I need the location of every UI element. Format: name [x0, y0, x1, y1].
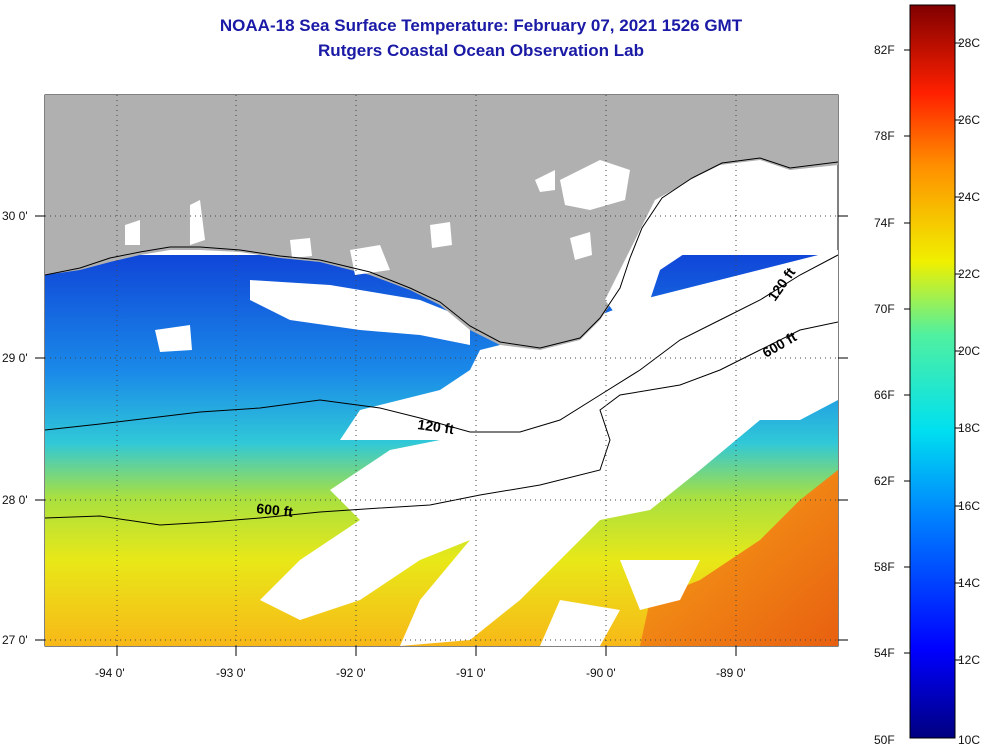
lon-ticks: [116, 646, 737, 656]
warm-water-region: [640, 470, 838, 646]
colorbar-c-12: 12C: [958, 653, 981, 667]
colorbar-f-58: 58F: [874, 560, 895, 574]
colorbar-f-74: 74F: [874, 216, 895, 230]
contour-label-600ft-west: 600 ft: [256, 500, 294, 520]
lon-label-91: -91 0': [456, 666, 486, 680]
colorbar-f-66: 66F: [874, 388, 895, 402]
lat-ticks: [35, 215, 848, 641]
colorbar-f-78: 78F: [874, 129, 895, 143]
colorbar-c-22: 22C: [958, 267, 981, 281]
colorbar-ticks: [904, 42, 961, 661]
lon-label-89: -89 0': [716, 666, 746, 680]
lon-label-93: -93 0': [216, 666, 246, 680]
colorbar-c-18: 18C: [958, 421, 981, 435]
grid-lines: [45, 95, 838, 646]
colorbar-c-10: 10C: [958, 733, 981, 747]
map-title: NOAA-18 Sea Surface Temperature: Februar…: [219, 16, 743, 35]
lat-label-27: 27 0': [2, 633, 28, 647]
lat-label-28: 28 0': [2, 493, 28, 507]
lon-label-92: -92 0': [336, 666, 366, 680]
contour-label-120ft-center: 120 ft: [417, 416, 456, 437]
colorbar-f-82: 82F: [874, 43, 895, 57]
colorbar-c-16: 16C: [958, 499, 981, 513]
colorbar: [909, 4, 956, 739]
colorbar-c-14: 14C: [958, 576, 981, 590]
lat-label-29: 29 0': [2, 351, 28, 365]
colorbar-f-70: 70F: [874, 302, 895, 316]
colorbar-f-54: 54F: [874, 646, 895, 660]
lon-label-94: -94 0': [95, 666, 125, 680]
contour-120ft-west: [45, 254, 838, 433]
lat-label-30: 30 0': [2, 209, 28, 223]
colorbar-c-26: 26C: [958, 113, 981, 127]
land-mass: [45, 95, 838, 350]
lakes: [125, 160, 760, 355]
colorbar-f-50: 50F: [874, 733, 895, 747]
colorbar-c-28: 28C: [958, 36, 981, 50]
colorbar-f-62: 62F: [874, 474, 895, 488]
coastline: [45, 157, 838, 349]
colorbar-c-24: 24C: [958, 190, 981, 204]
contour-600ft: [45, 321, 838, 526]
colorbar-c-20: 20C: [958, 344, 981, 358]
lon-label-90: -90 0': [586, 666, 616, 680]
map-subtitle: Rutgers Coastal Ocean Observation Lab: [318, 41, 644, 60]
